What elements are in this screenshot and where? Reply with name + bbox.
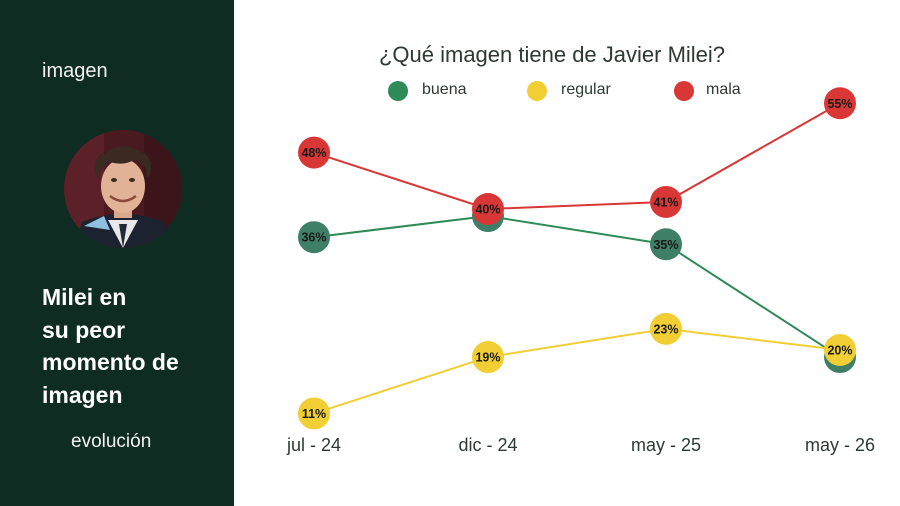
data-label-buena: 36% — [301, 231, 326, 245]
data-label-mala: 48% — [301, 146, 326, 160]
data-label-mala: 55% — [827, 97, 852, 111]
headline-line: su peor — [42, 316, 126, 343]
data-label-mala: 41% — [653, 195, 678, 209]
milei-portrait — [64, 130, 182, 248]
series-line-buena — [313, 215, 841, 358]
point-regular — [472, 341, 504, 374]
data-label-mala: 40% — [475, 203, 500, 217]
legend-label-mala: mala — [706, 81, 741, 98]
x-tick-label: may - 26 — [805, 435, 875, 455]
point-buena — [650, 228, 682, 261]
point-regular — [650, 312, 682, 345]
headline-line: momento de — [42, 349, 179, 375]
legend-label-buena: buena — [422, 81, 467, 98]
sidebar-headline: Milei en su peor momento de imagen — [42, 281, 222, 411]
point-mala — [472, 193, 504, 225]
legend-swatch-regular — [527, 81, 547, 101]
sidebar-top-label: imagen — [42, 60, 108, 82]
headline-line: Milei en — [42, 284, 127, 310]
legend-swatch-buena — [388, 81, 408, 101]
x-tick-label: dic - 24 — [458, 435, 517, 455]
data-label-regular: 20% — [827, 344, 852, 358]
point-mala — [650, 185, 682, 218]
data-label-regular: 19% — [475, 351, 500, 365]
sidebar: imagen Milei en su peor momento de image… — [0, 0, 234, 506]
series-line-mala — [313, 102, 841, 211]
chart-title: ¿Qué imagen tiene de Javier Milei? — [378, 42, 726, 67]
series-line-regular — [313, 327, 841, 415]
data-label-regular: 11% — [302, 407, 326, 421]
x-tick-label: jul - 24 — [286, 435, 341, 455]
data-label-buena: 35% — [653, 238, 678, 252]
data-label-regular: 23% — [653, 322, 678, 336]
sidebar-bottom-label: evolución — [71, 431, 152, 452]
point-regular — [298, 397, 330, 430]
point-mala — [298, 136, 330, 169]
point-mala — [824, 87, 856, 120]
point-buena — [298, 221, 330, 254]
headline-line: imagen — [42, 381, 123, 408]
legend-swatch-mala — [674, 81, 694, 101]
point-regular — [824, 334, 856, 366]
legend-label-regular: regular — [561, 81, 611, 98]
chart-area: ¿Qué imagen tiene de Javier Milei? buena… — [234, 0, 900, 506]
x-tick-label: may - 25 — [631, 435, 701, 455]
